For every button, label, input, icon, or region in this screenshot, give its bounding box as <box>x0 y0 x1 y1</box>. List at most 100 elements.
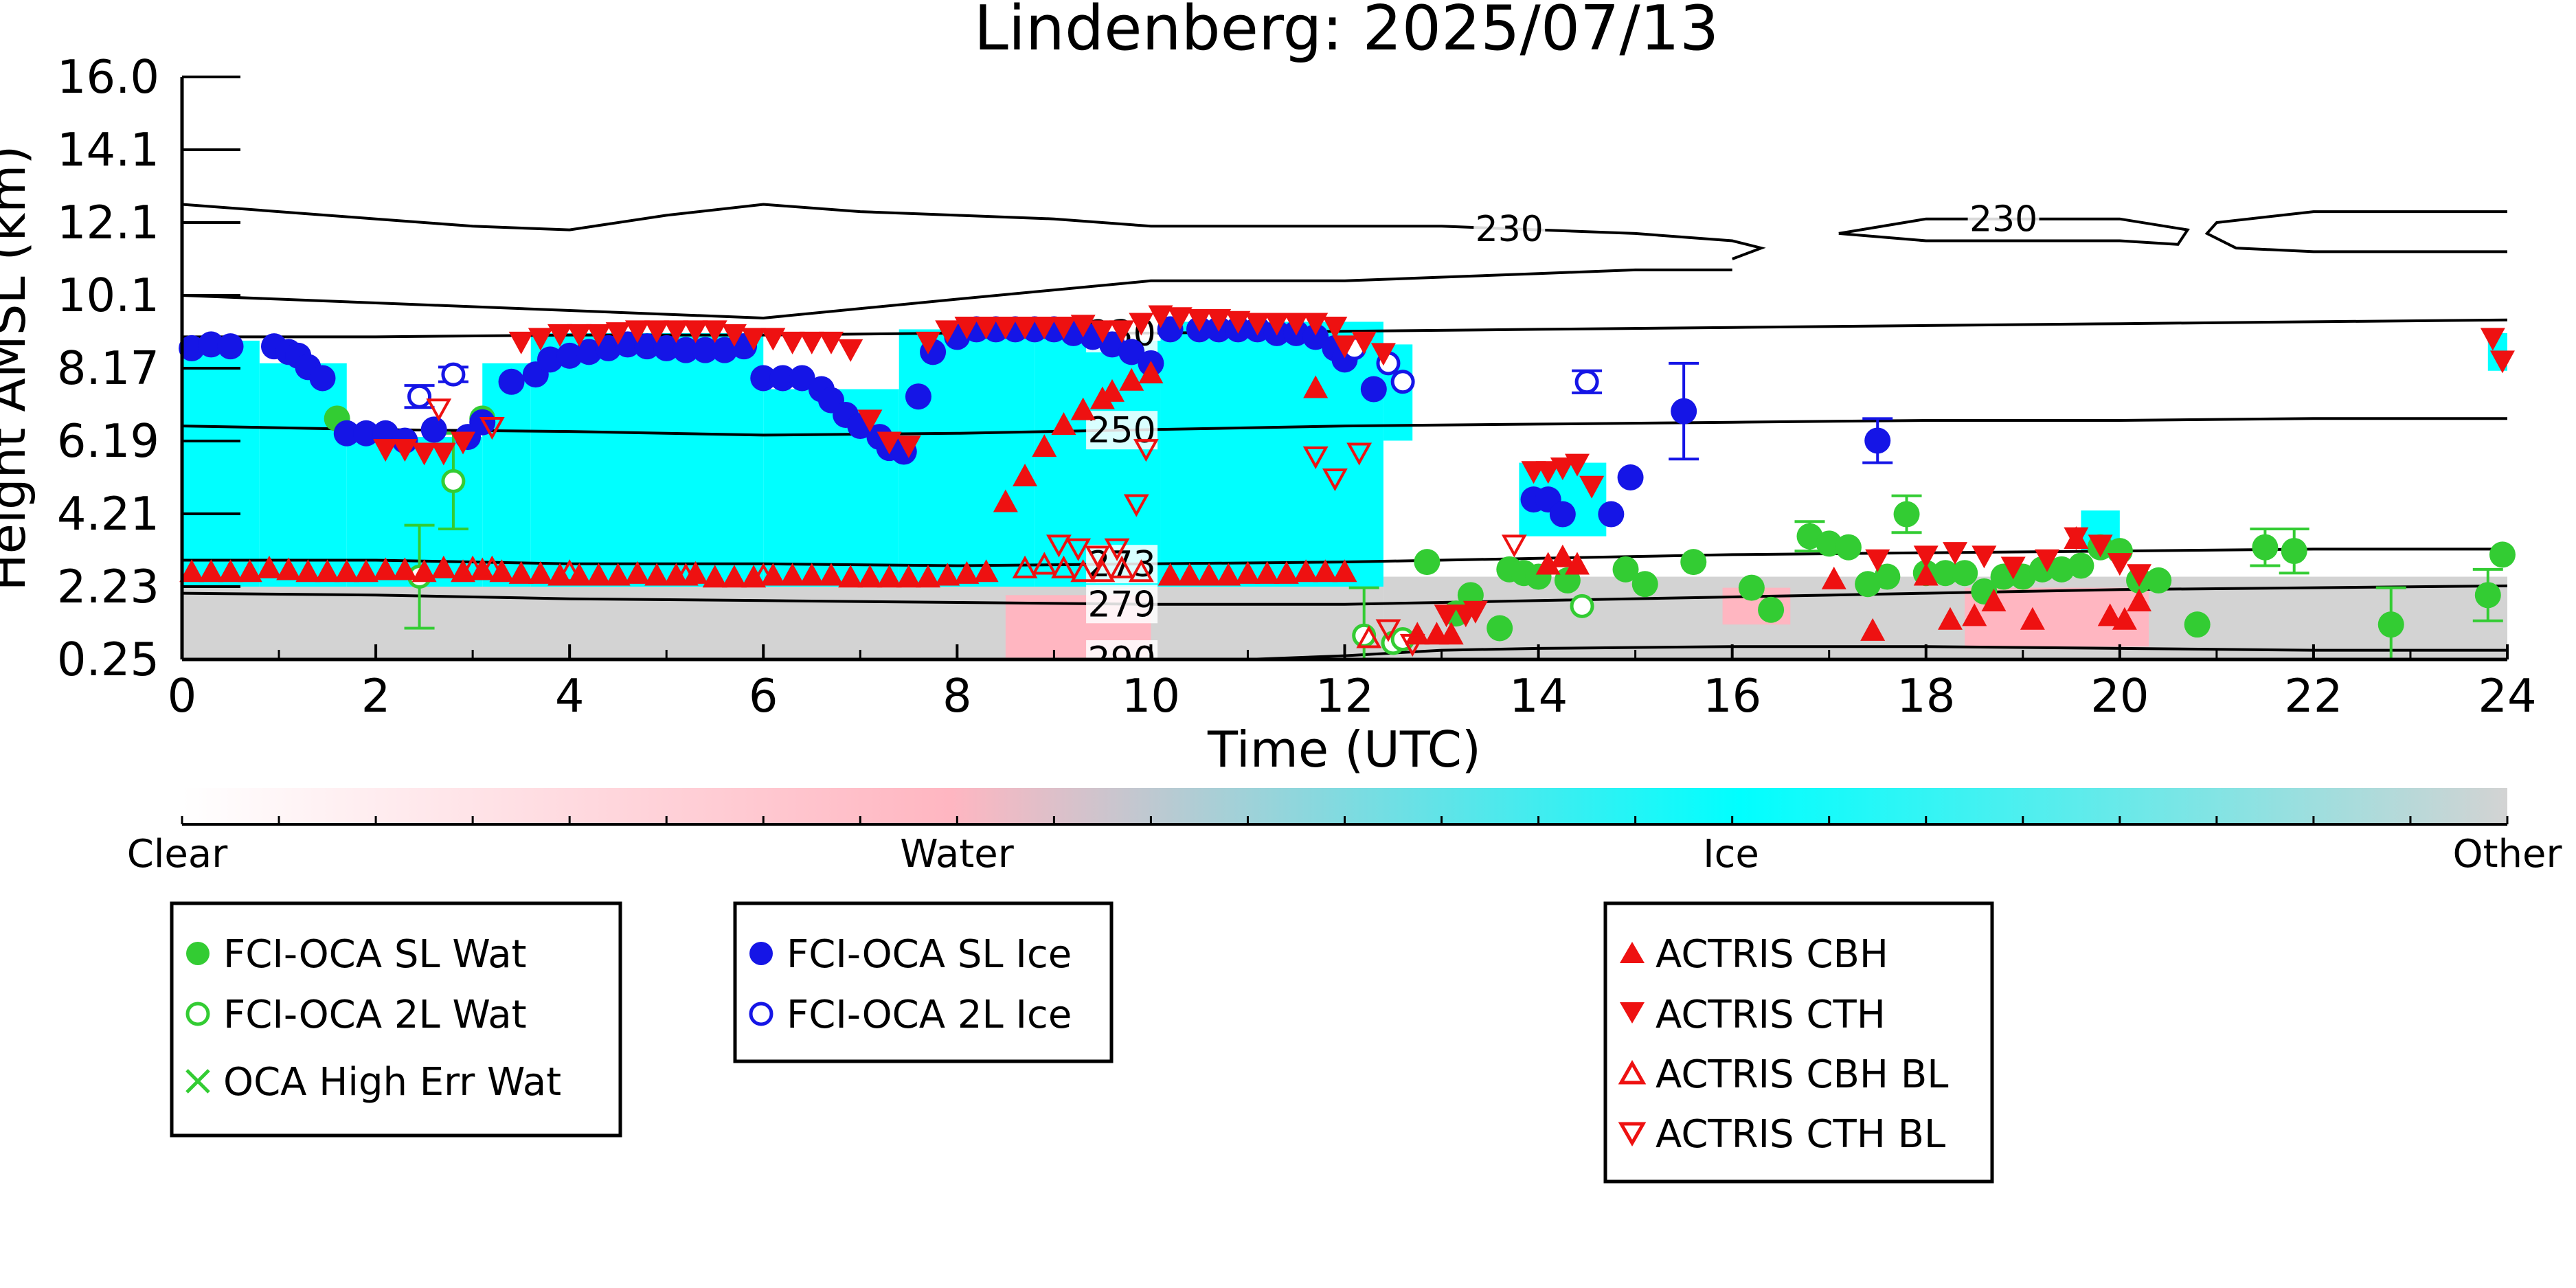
data-point <box>1865 549 1890 572</box>
data-point <box>2035 549 2060 572</box>
series-fci-oca-sl-ice <box>179 316 1893 528</box>
data-point <box>1390 370 1415 394</box>
data-point <box>2184 611 2211 638</box>
data-point <box>1274 561 1299 584</box>
data-point <box>1758 596 1785 623</box>
colorbar-label-other: Other <box>2452 832 2562 877</box>
x-tick-label: 20 <box>2090 669 2149 723</box>
legend-label: FCI-OCA 2L Wat <box>223 993 527 1037</box>
y-tick-label: 10.1 <box>57 269 159 322</box>
data-point <box>896 435 921 458</box>
isotherm-1 <box>182 417 2507 437</box>
data-point <box>1157 563 1183 586</box>
data-point <box>1051 555 1076 578</box>
legend-marker-sl-wat <box>186 942 210 965</box>
data-point <box>799 563 824 586</box>
data-point <box>411 559 437 583</box>
data-point <box>605 563 631 586</box>
data-point <box>1089 559 1116 583</box>
data-point <box>2145 567 2172 594</box>
data-point <box>353 559 379 583</box>
data-point <box>498 368 525 395</box>
data-point <box>1089 320 1115 343</box>
data-point <box>2480 328 2505 351</box>
data-point <box>1952 560 1978 587</box>
data-point <box>556 342 583 369</box>
legend-marker-cbh-bl <box>1618 1059 1647 1085</box>
data-point <box>2474 582 2501 609</box>
data-point <box>2127 589 2152 612</box>
data-point <box>1816 530 1842 557</box>
data-point <box>1550 457 1575 480</box>
data-point <box>1051 316 1076 339</box>
data-point <box>1962 603 1987 626</box>
x-tick-label: 22 <box>2284 669 2342 723</box>
data-point <box>1283 313 1309 336</box>
data-point <box>1032 316 1057 339</box>
data-point <box>1100 379 1125 402</box>
data-point <box>1012 555 1038 578</box>
data-point <box>1598 501 1625 528</box>
data-point <box>1133 439 1159 462</box>
plot-area: 230250273279290230230 <box>179 77 2516 681</box>
data-point <box>426 398 452 422</box>
data-point <box>1535 552 1561 575</box>
data-point <box>1322 316 1348 339</box>
y-tick-label: 6.19 <box>57 414 159 468</box>
data-point <box>750 365 777 392</box>
contour-label: 290 <box>1087 640 1155 681</box>
data-point <box>2048 556 2075 583</box>
y-tick-label: 0.25 <box>57 633 159 686</box>
data-point <box>1123 494 1149 517</box>
y-tick-label: 2.23 <box>57 560 159 613</box>
data-point <box>741 565 767 588</box>
data-point <box>760 563 786 586</box>
data-point <box>935 563 960 586</box>
x-tick-label: 0 <box>168 669 197 723</box>
data-point <box>1302 324 1329 350</box>
series-actris-cth-bl <box>426 398 1527 657</box>
data-point <box>1579 475 1605 499</box>
data-point <box>711 337 738 363</box>
data-point <box>1405 622 1430 645</box>
data-point <box>818 331 844 354</box>
legend-label: ACTRIS CBH <box>1656 932 1888 977</box>
data-point <box>789 365 815 392</box>
data-point <box>1148 305 1173 328</box>
data-point <box>352 420 379 447</box>
data-point <box>451 431 476 455</box>
upper-isotherm-1 <box>182 268 1732 320</box>
contour-label: 230 <box>1476 209 1544 250</box>
upper-isotherm-0 <box>182 203 1766 260</box>
data-point <box>1971 545 1997 569</box>
data-point <box>470 557 495 580</box>
data-point <box>1549 501 1576 528</box>
legend-label: FCI-OCA SL Wat <box>223 932 527 977</box>
data-point <box>818 563 844 586</box>
data-point <box>1680 549 1707 576</box>
data-point <box>2377 611 2404 638</box>
contour-label-bg <box>1086 411 1158 450</box>
data-point <box>1351 331 1377 354</box>
data-point <box>431 555 456 578</box>
isotherm-0 <box>182 318 2507 339</box>
data-point <box>1051 412 1076 436</box>
data-point <box>973 316 999 339</box>
legend-box <box>733 901 1114 1063</box>
colorbar-label-clear: Clear <box>127 832 228 877</box>
data-point <box>547 324 573 347</box>
data-point <box>1565 552 1590 575</box>
data-point <box>1313 559 1338 583</box>
legend-label: ACTRIS CTH BL <box>1656 1112 1945 1157</box>
data-point <box>1375 619 1401 642</box>
data-point <box>441 468 466 493</box>
data-point <box>1574 370 1599 394</box>
data-point <box>1303 313 1329 336</box>
data-point <box>1612 556 1639 583</box>
data-point <box>896 565 921 588</box>
y-tick-label: 4.21 <box>57 487 159 541</box>
data-point <box>1913 563 1939 586</box>
data-point <box>1245 313 1270 336</box>
data-point <box>1570 594 1594 618</box>
